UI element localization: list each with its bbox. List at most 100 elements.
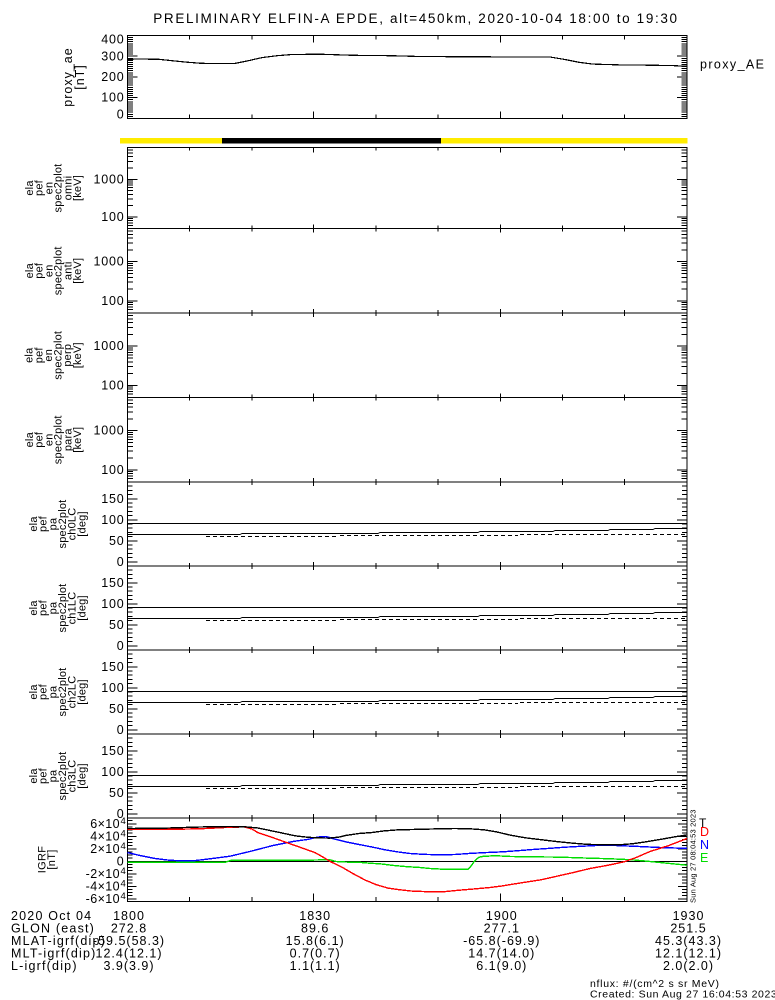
svg-text:-65.8(-69.9): -65.8(-69.9): [463, 934, 540, 948]
svg-text:0: 0: [117, 639, 125, 653]
svg-text:1000: 1000: [93, 424, 124, 438]
svg-text:[deg]: [deg]: [77, 763, 89, 788]
svg-text:100: 100: [101, 91, 124, 105]
svg-text:pa: pa: [47, 685, 59, 698]
svg-text:100: 100: [101, 681, 124, 695]
svg-text:[keV]: [keV]: [72, 427, 84, 453]
svg-text:MLAT-igrf(dip): MLAT-igrf(dip): [11, 934, 106, 948]
svg-text:300: 300: [101, 49, 124, 63]
svg-text:ch2LC: ch2LC: [67, 676, 79, 709]
svg-text:perp: perp: [62, 344, 74, 367]
svg-text:89.6: 89.6: [301, 922, 329, 936]
svg-text:12.4(12.1): 12.4(12.1): [96, 947, 163, 961]
svg-text:4: 4: [121, 866, 126, 877]
svg-text:para: para: [62, 428, 74, 451]
svg-text:en: en: [43, 264, 55, 277]
svg-text:150: 150: [101, 576, 124, 590]
svg-text:3.9(3.9): 3.9(3.9): [103, 959, 154, 973]
svg-text:100: 100: [101, 513, 124, 527]
svg-text:4: 4: [121, 828, 126, 839]
svg-text:GLON (east): GLON (east): [11, 922, 95, 936]
svg-text:1000: 1000: [93, 339, 124, 353]
svg-text:-6×10: -6×10: [86, 892, 120, 906]
svg-text:L-igrf(dip): L-igrf(dip): [11, 959, 78, 973]
svg-text:2×10: 2×10: [90, 842, 120, 856]
svg-text:400: 400: [101, 33, 124, 47]
svg-text:Created: Sun Aug 27 16:04:53 2: Created: Sun Aug 27 16:04:53 2023: [590, 989, 775, 1000]
svg-text:ela: ela: [28, 516, 40, 532]
svg-text:proxy_AE: proxy_AE: [700, 58, 765, 72]
svg-text:0: 0: [117, 555, 125, 569]
svg-text:spec2plot: spec2plot: [53, 164, 65, 213]
svg-text:100: 100: [101, 463, 124, 477]
svg-text:D: D: [700, 825, 709, 839]
svg-text:pa: pa: [47, 517, 59, 530]
svg-text:14.7(14.0): 14.7(14.0): [468, 947, 535, 961]
svg-text:4: 4: [121, 841, 126, 852]
svg-text:T: T: [699, 816, 707, 830]
svg-text:100: 100: [101, 378, 124, 392]
svg-text:0: 0: [117, 854, 125, 868]
svg-text:[deg]: [deg]: [77, 511, 89, 536]
svg-text:pef: pef: [38, 515, 50, 532]
svg-text:150: 150: [101, 660, 124, 674]
svg-text:12.1(12.1): 12.1(12.1): [655, 947, 722, 961]
svg-text:omni: omni: [62, 176, 74, 201]
svg-text:spec2plot: spec2plot: [53, 415, 65, 464]
svg-text:2.0(2.0): 2.0(2.0): [663, 959, 714, 973]
svg-text:150: 150: [101, 492, 124, 506]
svg-text:nflux: #/(cm^2 s sr MeV): nflux: #/(cm^2 s sr MeV): [590, 978, 720, 990]
svg-text:ch3LC: ch3LC: [67, 760, 79, 793]
svg-text:proxy_ae: proxy_ae: [61, 47, 75, 106]
svg-text:PRELIMINARY ELFIN-A EPDE, alt=: PRELIMINARY ELFIN-A EPDE, alt=450km, 202…: [153, 11, 678, 26]
svg-text:50: 50: [109, 702, 125, 716]
svg-text:spec2plot: spec2plot: [52, 331, 64, 380]
svg-text:ela: ela: [24, 431, 36, 447]
svg-text:0.7(0.7): 0.7(0.7): [290, 947, 341, 961]
svg-text:spec2plot: spec2plot: [57, 668, 69, 717]
svg-text:[nT]: [nT]: [46, 849, 58, 869]
svg-text:6.1(9.0): 6.1(9.0): [476, 959, 527, 973]
svg-text:spec2plot: spec2plot: [53, 246, 65, 295]
svg-text:[keV]: [keV]: [72, 342, 84, 368]
svg-text:pef: pef: [38, 683, 50, 700]
svg-text:4: 4: [121, 891, 126, 902]
svg-text:277.1: 277.1: [484, 922, 520, 936]
svg-text:pef: pef: [34, 179, 46, 196]
svg-text:100: 100: [101, 294, 124, 308]
svg-text:50: 50: [109, 534, 125, 548]
svg-text:pef: pef: [38, 599, 50, 616]
svg-text:150: 150: [101, 744, 124, 758]
svg-text:MLT-igrf(dip): MLT-igrf(dip): [11, 947, 97, 961]
svg-text:ch1LC: ch1LC: [67, 592, 79, 625]
svg-text:100: 100: [101, 597, 124, 611]
svg-text:272.8: 272.8: [111, 922, 147, 936]
svg-text:4: 4: [121, 878, 126, 889]
svg-text:2020 Oct 04: 2020 Oct 04: [11, 909, 92, 923]
svg-text:0: 0: [117, 108, 125, 122]
svg-text:N: N: [700, 838, 709, 852]
svg-text:[deg]: [deg]: [77, 679, 89, 704]
svg-text:IGRF: IGRF: [37, 846, 49, 873]
svg-text:251.5: 251.5: [670, 922, 706, 936]
svg-text:pa: pa: [47, 601, 59, 614]
svg-text:pef: pef: [33, 347, 45, 364]
svg-text:-2×10: -2×10: [86, 867, 120, 881]
svg-text:pef: pef: [34, 262, 46, 279]
svg-text:100: 100: [101, 210, 124, 224]
svg-text:en: en: [43, 433, 55, 446]
svg-text:100: 100: [101, 765, 124, 779]
svg-text:Sun Aug 27 08:04:53 2023: Sun Aug 27 08:04:53 2023: [689, 809, 698, 903]
svg-text:1900: 1900: [486, 909, 518, 923]
svg-text:1000: 1000: [93, 172, 124, 186]
svg-text:[nT]: [nT]: [73, 64, 87, 90]
svg-text:4×10: 4×10: [90, 829, 120, 843]
svg-text:1.1(1.1): 1.1(1.1): [290, 959, 341, 973]
svg-text:[deg]: [deg]: [77, 595, 89, 620]
svg-text:45.3(43.3): 45.3(43.3): [655, 934, 722, 948]
svg-text:anti: anti: [62, 261, 74, 280]
svg-text:E: E: [700, 851, 708, 865]
svg-text:ela: ela: [28, 600, 40, 616]
svg-text:6×10: 6×10: [90, 817, 120, 831]
svg-text:50: 50: [109, 786, 125, 800]
